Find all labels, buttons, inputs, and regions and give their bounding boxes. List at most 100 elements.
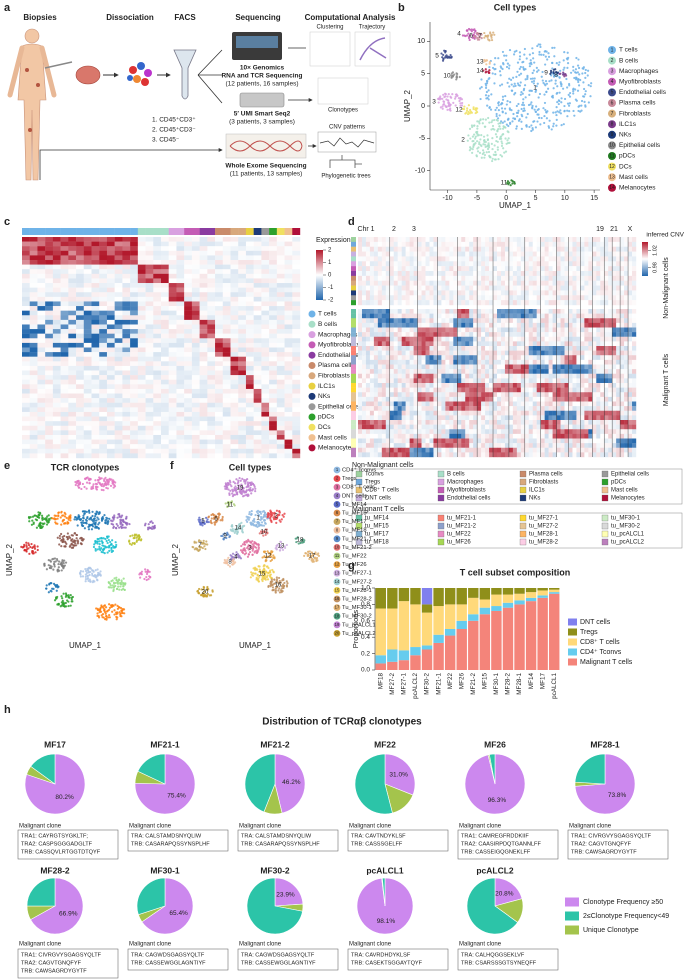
- heatmap-cell: [215, 421, 223, 426]
- heatmap-cell: [200, 352, 208, 357]
- umap-point: [507, 82, 509, 84]
- heatmap-cell: [238, 352, 246, 357]
- cnv-cell: [608, 300, 612, 305]
- cnv-cell: [378, 323, 382, 328]
- cnv-cell: [612, 300, 616, 305]
- heatmap-cell: [231, 361, 239, 366]
- heatmap-cell: [153, 384, 161, 389]
- cnv-cell: [370, 256, 374, 261]
- cnv-cell: [549, 290, 553, 295]
- cnv-cell: [370, 337, 374, 342]
- heatmap-cell: [107, 269, 115, 274]
- umap-point: [505, 112, 507, 114]
- heatmap-cell: [153, 430, 161, 435]
- heatmap-cell: [277, 449, 285, 454]
- cnv-cell: [584, 295, 588, 300]
- cnv-cell: [461, 355, 465, 360]
- cnv-cell: [374, 266, 378, 271]
- cnv-cell: [497, 378, 501, 383]
- heatmap-cell: [107, 361, 115, 366]
- cnv-cell: [414, 365, 418, 370]
- cnv-cell: [592, 271, 596, 276]
- cnv-cell: [374, 261, 378, 266]
- heatmap-cell: [99, 430, 107, 435]
- cnv-cell: [612, 281, 616, 286]
- heatmap-cell: [192, 251, 200, 256]
- cnv-cell: [453, 337, 457, 342]
- heatmap-cell: [37, 361, 45, 366]
- cnv-cell: [501, 256, 505, 261]
- umap-point: [566, 86, 568, 88]
- cnv-cell: [628, 252, 632, 257]
- cnv-cell: [441, 374, 445, 379]
- heatmap-cell: [37, 384, 45, 389]
- cnv-cell: [453, 374, 457, 379]
- heatmap-cell: [84, 338, 92, 343]
- cnv-cell: [632, 261, 636, 266]
- heatmap-cell: [92, 366, 100, 371]
- heatmap-cell: [292, 449, 300, 454]
- cnv-cell: [628, 337, 632, 342]
- heatmap-cell: [115, 265, 123, 270]
- cnv-cell: [537, 341, 541, 346]
- cnv-cell: [469, 290, 473, 295]
- cnv-cell: [374, 360, 378, 365]
- cnv-cell: [489, 351, 493, 356]
- cnv-cell: [422, 281, 426, 286]
- cnv-cell: [414, 355, 418, 360]
- cnv-cell: [386, 383, 390, 388]
- heatmap-cell: [92, 246, 100, 251]
- cnv-cell: [445, 346, 449, 351]
- heatmap-cell: [269, 274, 277, 279]
- cnv-cell: [429, 300, 433, 305]
- heatmap-cell: [68, 398, 76, 403]
- heatmap-cell: [153, 407, 161, 412]
- cnv-cell: [426, 378, 430, 383]
- umap-point: [518, 74, 520, 76]
- cnv-cell: [529, 276, 533, 281]
- heatmap-cell: [84, 380, 92, 385]
- cnv-cell: [433, 378, 437, 383]
- heatmap-cell: [22, 242, 30, 247]
- cnv-cell: [465, 247, 469, 252]
- heatmap-cell: [61, 237, 69, 242]
- umap-point: [478, 141, 480, 143]
- cnv-cell: [632, 378, 636, 383]
- cnv-cell: [497, 309, 501, 314]
- heatmap-cell: [254, 265, 262, 270]
- row-annotation: [351, 256, 356, 261]
- umap-point: [450, 104, 452, 106]
- heatmap-cell: [30, 352, 38, 357]
- cnv-cell: [469, 360, 473, 365]
- cnv-cell: [485, 346, 489, 351]
- heatmap-cell: [215, 361, 223, 366]
- cnv-cell: [505, 256, 509, 261]
- heatmap-cell: [153, 315, 161, 320]
- heatmap-cell: [115, 430, 123, 435]
- umap-point: [563, 110, 565, 112]
- heatmap-cell: [292, 343, 300, 348]
- heatmap-cell: [92, 251, 100, 256]
- cnv-cell: [362, 237, 366, 242]
- chromosome-label: Chr 1: [357, 226, 374, 233]
- cnv-cell: [612, 261, 616, 266]
- cnv-cell: [378, 247, 382, 252]
- cnv-cell: [588, 300, 592, 305]
- cnv-cell: [509, 300, 513, 305]
- umap-point: [480, 134, 482, 136]
- cnv-cell: [410, 369, 414, 374]
- cnv-cell: [422, 318, 426, 323]
- heatmap-cell: [115, 297, 123, 302]
- cnv-cell: [485, 383, 489, 388]
- cnv-cell: [620, 276, 624, 281]
- heatmap-cell: [254, 255, 262, 260]
- heatmap-cell: [192, 380, 200, 385]
- heatmap-cell: [68, 412, 76, 417]
- umap-point: [466, 30, 468, 32]
- cnv-cell: [465, 351, 469, 356]
- cnv-cell: [620, 261, 624, 266]
- cnv-cell: [501, 237, 505, 242]
- cnv-cell: [453, 351, 457, 356]
- cnv-cell: [501, 281, 505, 286]
- cnv-cell: [517, 314, 521, 319]
